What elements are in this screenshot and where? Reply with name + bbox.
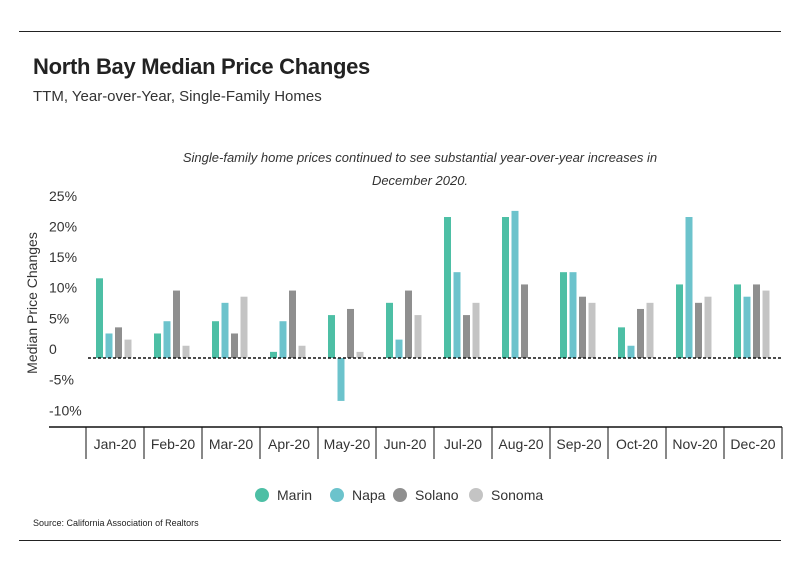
y-axis: 25% 20% 15% 10% 5% 0 -5% -10% Median Price Chang… bbox=[24, 188, 82, 419]
y-tick-label: 15% bbox=[49, 249, 77, 265]
bar-napa-aug-20 bbox=[511, 210, 519, 358]
bar-marin-oct-20 bbox=[618, 327, 625, 358]
chart-subtitle: TTM, Year-over-Year, Single-Family Homes bbox=[33, 88, 322, 105]
bar-sonoma-sep-20 bbox=[588, 302, 596, 358]
bar-marin-mar-20 bbox=[212, 321, 219, 358]
bar-sonoma-oct-20 bbox=[646, 302, 654, 358]
y-tick-label: -10% bbox=[49, 402, 82, 418]
x-tick-label: Aug-20 bbox=[498, 436, 543, 452]
bar-marin-feb-20 bbox=[154, 333, 161, 358]
bar-napa-jun-20 bbox=[395, 339, 403, 358]
bar-solano-oct-20 bbox=[637, 308, 644, 358]
bar-napa-jan-20 bbox=[105, 333, 113, 358]
legend-swatch-sonoma bbox=[469, 488, 483, 502]
x-tick-label: Jan-20 bbox=[94, 436, 137, 452]
bar-marin-nov-20 bbox=[676, 284, 683, 358]
x-tick-label: Jun-20 bbox=[384, 436, 427, 452]
y-axis-title: Median Price Changes bbox=[24, 232, 40, 374]
bar-solano-mar-20 bbox=[231, 333, 238, 358]
x-tick-label: Mar-20 bbox=[209, 436, 254, 452]
x-tick-label: Dec-20 bbox=[730, 436, 775, 452]
bar-marin-jun-20 bbox=[386, 302, 393, 358]
bar-solano-dec-20 bbox=[753, 284, 760, 358]
bar-solano-sep-20 bbox=[579, 296, 586, 358]
top-rule bbox=[19, 31, 781, 32]
bar-napa-mar-20 bbox=[221, 302, 229, 358]
legend-label-solano: Solano bbox=[415, 487, 459, 503]
y-tick-label: -5% bbox=[49, 372, 74, 388]
x-tick-label: Apr-20 bbox=[268, 436, 310, 452]
y-tick-label: 10% bbox=[49, 280, 77, 296]
bar-napa-oct-20 bbox=[627, 345, 635, 358]
x-tick-label: May-20 bbox=[324, 436, 371, 452]
bar-solano-jun-20 bbox=[405, 290, 412, 358]
bar-sonoma-jan-20 bbox=[124, 339, 132, 358]
bar-solano-jan-20 bbox=[115, 327, 122, 358]
bars bbox=[88, 210, 782, 401]
bar-marin-jul-20 bbox=[444, 217, 451, 358]
bar-solano-nov-20 bbox=[695, 302, 702, 358]
bar-napa-feb-20 bbox=[163, 321, 171, 358]
bar-sonoma-may-20 bbox=[356, 351, 364, 358]
source-note: Source: California Association of Realto… bbox=[33, 518, 199, 528]
bar-marin-apr-20 bbox=[270, 351, 277, 358]
chart-annotation: Single-family home prices continued to s… bbox=[182, 150, 658, 188]
y-tick-label: 25% bbox=[49, 188, 77, 204]
y-tick-label: 0 bbox=[49, 341, 57, 357]
bar-solano-jul-20 bbox=[463, 315, 470, 358]
bar-sonoma-feb-20 bbox=[182, 345, 190, 358]
y-tick-label: 20% bbox=[49, 218, 77, 234]
bar-napa-apr-20 bbox=[279, 321, 287, 358]
x-tick-label: Nov-20 bbox=[672, 436, 717, 452]
bar-marin-dec-20 bbox=[734, 284, 741, 358]
x-axis: Jan-20 Feb-20 Mar-20 Apr-20 May-20 Jun-20 Jul-… bbox=[49, 426, 783, 459]
x-tick-label: Sep-20 bbox=[556, 436, 601, 452]
bar-sonoma-jul-20 bbox=[472, 302, 480, 358]
bar-solano-aug-20 bbox=[521, 284, 528, 358]
legend-swatch-solano bbox=[393, 488, 407, 502]
x-tick-label: Oct-20 bbox=[616, 436, 658, 452]
bar-napa-jul-20 bbox=[453, 272, 461, 358]
chart-title: North Bay Median Price Changes bbox=[33, 54, 370, 79]
bar-sonoma-apr-20 bbox=[298, 345, 306, 358]
bar-sonoma-mar-20 bbox=[240, 296, 248, 358]
bar-napa-dec-20 bbox=[743, 296, 751, 358]
bar-marin-sep-20 bbox=[560, 272, 567, 358]
legend-label-sonoma: Sonoma bbox=[491, 487, 543, 503]
legend-label-napa: Napa bbox=[352, 487, 386, 503]
bar-solano-may-20 bbox=[347, 308, 354, 358]
bar-marin-may-20 bbox=[328, 315, 335, 358]
legend-swatch-napa bbox=[330, 488, 344, 502]
y-tick-label: 5% bbox=[49, 310, 69, 326]
bar-sonoma-jun-20 bbox=[414, 315, 422, 358]
legend: Marin Napa Solano Sonoma bbox=[255, 487, 543, 503]
x-tick-label: Jul-20 bbox=[444, 436, 482, 452]
bar-marin-jan-20 bbox=[96, 278, 103, 358]
bottom-rule bbox=[19, 540, 781, 541]
bar-marin-aug-20 bbox=[502, 217, 509, 358]
legend-swatch-marin bbox=[255, 488, 269, 502]
bar-sonoma-nov-20 bbox=[704, 296, 712, 358]
x-tick-label: Feb-20 bbox=[151, 436, 196, 452]
bar-sonoma-dec-20 bbox=[762, 290, 770, 358]
bar-napa-nov-20 bbox=[685, 217, 693, 358]
bar-solano-apr-20 bbox=[289, 290, 296, 358]
bar-solano-feb-20 bbox=[173, 290, 180, 358]
bar-napa-may-20 bbox=[337, 358, 345, 401]
bar-napa-sep-20 bbox=[569, 272, 577, 358]
legend-label-marin: Marin bbox=[277, 487, 312, 503]
